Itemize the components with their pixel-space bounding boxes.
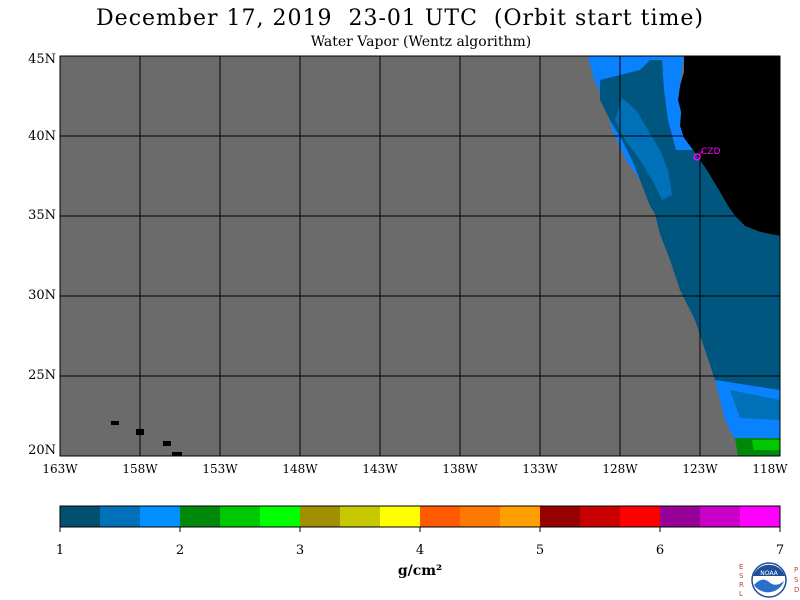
logo-text: NOAA bbox=[760, 570, 778, 577]
lon-label: 158W bbox=[122, 462, 158, 476]
colorbar-cell bbox=[100, 506, 141, 527]
colorbar-cell bbox=[140, 506, 181, 527]
colorbar-label: 6 bbox=[655, 543, 665, 558]
colorbar-cell bbox=[260, 506, 301, 527]
colorbar-cell bbox=[420, 506, 461, 527]
colorbar-unit: g/cm² bbox=[397, 563, 443, 579]
vapor-band-south-dark bbox=[730, 390, 780, 420]
colorbar-cell bbox=[220, 506, 261, 527]
page-subtitle: Water Vapor (Wentz algorithm) bbox=[310, 34, 532, 50]
map-grid bbox=[60, 56, 780, 456]
land-mass bbox=[678, 56, 780, 236]
colorbar-cell bbox=[660, 506, 701, 527]
logo-letter: S bbox=[739, 572, 744, 580]
lon-label: 123W bbox=[682, 462, 718, 476]
station-label: CZD bbox=[701, 147, 721, 157]
colorbar-cell bbox=[340, 506, 381, 527]
colorbar-cell bbox=[300, 506, 341, 527]
logo-letter: S bbox=[794, 576, 799, 584]
colorbar-label: 7 bbox=[775, 543, 785, 558]
logo-letter: P bbox=[794, 566, 798, 574]
lat-label: 35N bbox=[28, 208, 56, 223]
logo-letter: D bbox=[794, 586, 799, 594]
station-marker bbox=[693, 153, 701, 161]
vapor-high-patch-bright bbox=[752, 440, 780, 450]
lat-label: 45N bbox=[28, 52, 56, 67]
lon-label: 143W bbox=[362, 462, 398, 476]
colorbar-cell bbox=[380, 506, 421, 527]
lon-label: 128W bbox=[602, 462, 638, 476]
colorbar-label: 2 bbox=[175, 543, 185, 558]
colorbar-label: 5 bbox=[535, 543, 545, 558]
logo-letter: R bbox=[739, 581, 744, 589]
colorbar-cell bbox=[580, 506, 621, 527]
colorbar-cell bbox=[500, 506, 541, 527]
noaa-logo: E S R L P S D NOAA bbox=[739, 562, 799, 598]
lon-label: 153W bbox=[202, 462, 238, 476]
lon-label: 133W bbox=[522, 462, 558, 476]
map-frame bbox=[59, 55, 781, 457]
colorbar bbox=[60, 506, 781, 527]
colorbar-cell bbox=[60, 506, 101, 527]
vapor-band-mid bbox=[615, 98, 672, 200]
logo-letter: L bbox=[739, 590, 743, 598]
colorbar-cell bbox=[620, 506, 661, 527]
island bbox=[172, 452, 182, 456]
lon-label: 138W bbox=[442, 462, 478, 476]
colorbar-label: 3 bbox=[295, 543, 305, 558]
colorbar-label: 4 bbox=[415, 543, 425, 558]
station-leader bbox=[698, 150, 704, 156]
island bbox=[111, 421, 119, 425]
colorbar-ticks bbox=[59, 527, 781, 532]
colorbar-cell bbox=[740, 506, 781, 527]
colorbar-label: 1 bbox=[55, 543, 65, 558]
logo-letter: E bbox=[739, 563, 743, 571]
lon-label: 148W bbox=[282, 462, 318, 476]
lat-label: 20N bbox=[28, 443, 56, 458]
island bbox=[163, 441, 171, 446]
colorbar-cell bbox=[700, 506, 741, 527]
lat-label: 30N bbox=[28, 288, 56, 303]
page-title: December 17, 2019 23-01 UTC (Orbit start… bbox=[96, 6, 704, 31]
colorbar-cell bbox=[540, 506, 581, 527]
lon-label: 163W bbox=[42, 462, 78, 476]
lat-label: 40N bbox=[28, 129, 56, 144]
lat-label: 25N bbox=[28, 368, 56, 383]
colorbar-cell bbox=[180, 506, 221, 527]
colorbar-cell bbox=[460, 506, 501, 527]
lon-label: 118W bbox=[752, 462, 788, 476]
